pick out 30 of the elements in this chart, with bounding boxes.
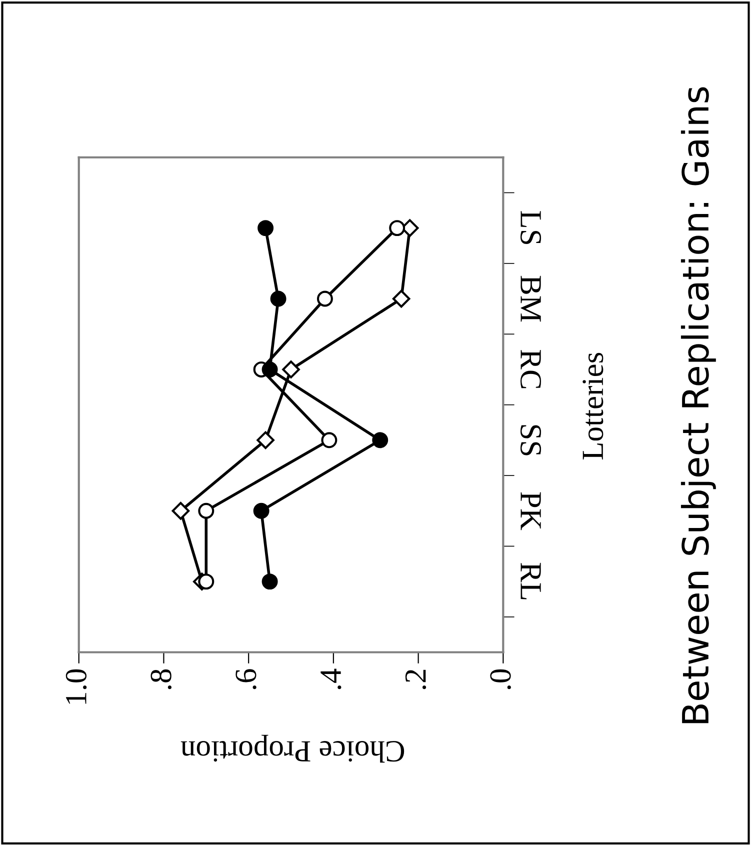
point — [389, 220, 406, 236]
point — [198, 574, 214, 590]
point — [270, 290, 286, 307]
x-tick-label: .8 — [150, 669, 172, 690]
x-axis-title: Choice Proportion — [180, 734, 404, 763]
point — [262, 574, 278, 590]
point — [258, 220, 274, 236]
point — [372, 432, 388, 448]
text: Between Subject Replication: Gains — [680, 87, 716, 724]
point — [321, 432, 338, 448]
x-tick-label: .6 — [236, 669, 256, 690]
point — [172, 502, 190, 520]
point — [256, 431, 274, 450]
y-tick-label: RC — [520, 350, 542, 388]
x-tick-label: .4 — [320, 668, 342, 690]
y-tick-label: BM — [520, 276, 541, 322]
x-tick-label: 1.0 — [66, 669, 87, 704]
point — [282, 360, 300, 378]
x-tick-label: .2 — [405, 670, 426, 690]
x-tick-label: .0 — [490, 669, 511, 690]
y-tick-label: LS — [520, 211, 542, 244]
point — [253, 502, 270, 519]
y-tick-label: PK — [520, 492, 541, 530]
point — [198, 502, 214, 519]
point — [392, 290, 410, 308]
y-tick-label: RL — [520, 562, 541, 600]
y-axis-title: Lotteries — [582, 352, 604, 460]
point — [316, 290, 333, 307]
point — [262, 361, 278, 378]
y-tick-label: SS — [520, 425, 542, 456]
